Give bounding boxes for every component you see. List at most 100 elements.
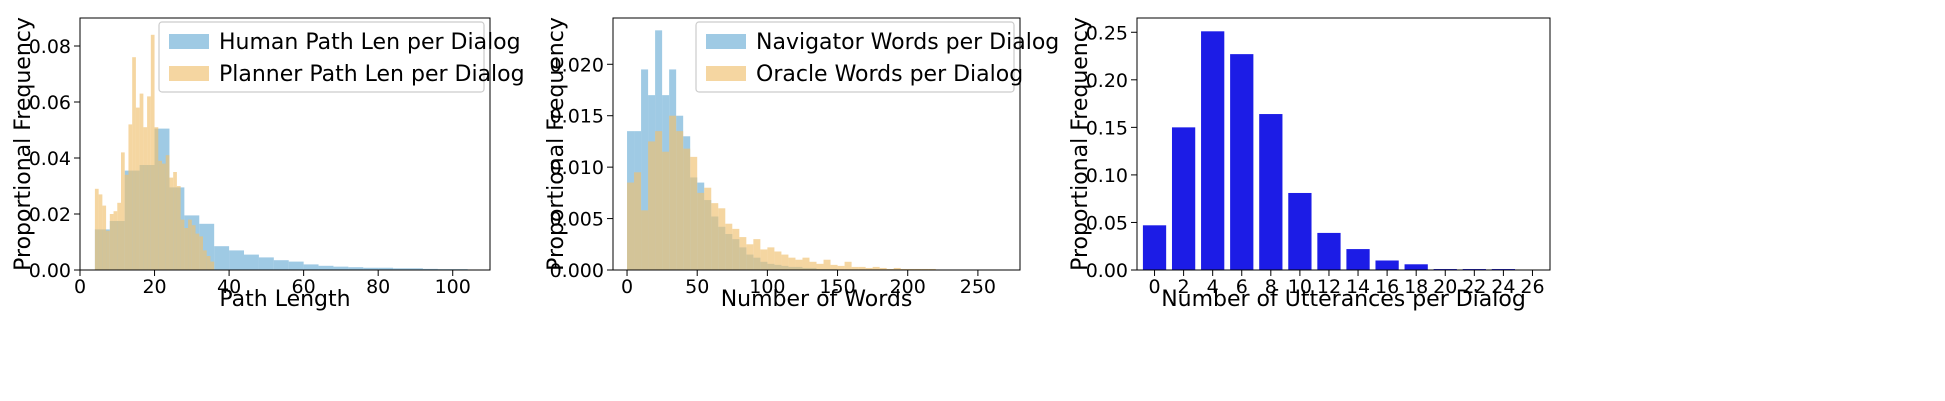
series-1 (627, 115, 936, 270)
histogram-bar (176, 186, 181, 270)
x-tick-label: 0 (621, 276, 633, 298)
bar (1404, 264, 1428, 270)
histogram-bar (128, 124, 133, 271)
legend-box (158, 21, 485, 93)
histogram-bar (94, 188, 99, 270)
histogram-bar (802, 257, 810, 270)
y-tick-label: 0.010 (550, 157, 604, 179)
histogram-bar (746, 244, 754, 270)
x-tick-label: 20 (1433, 276, 1457, 298)
histogram-bar (229, 250, 244, 270)
x-tick-label: 100 (435, 276, 471, 298)
chart-path-length: 0.00 0.02 0.04 0.06 0.08 0 20 40 60 80 100 Path Len… (11, 17, 525, 312)
chart-utterances-per-dialog: 0.000.050.100.150.200.250 2 4 6 8 10 12 14 16 18 2… (1068, 17, 1551, 312)
histogram-bar (886, 268, 894, 270)
bar (1201, 31, 1225, 271)
histogram-bar (704, 187, 712, 270)
histogram-bar (914, 268, 922, 270)
y-tick-label: 0.15 (1086, 117, 1128, 139)
legend-box (695, 21, 1015, 93)
histogram-bar (258, 257, 274, 270)
histogram-bar (147, 96, 151, 271)
histogram-bar (180, 219, 185, 270)
bar (1375, 260, 1399, 270)
y-tick-label: 0.04 (29, 148, 71, 170)
legend-swatch (169, 34, 209, 49)
histogram-bar (106, 230, 110, 270)
y-tick-label: 0.020 (550, 54, 604, 76)
x-tick-label: 250 (960, 276, 996, 298)
histogram-bar (879, 267, 887, 270)
legend-label: Oracle Words per Dialog (756, 62, 1023, 87)
histogram-bar (210, 261, 215, 270)
histogram-bar (823, 259, 831, 270)
legend-label: Planner Path Len per Dialog (219, 62, 525, 87)
histogram-bar (135, 107, 140, 270)
x-tick-label: 80 (366, 276, 390, 298)
histogram-bar (907, 268, 915, 270)
y-tick-label: 0.005 (550, 209, 604, 231)
y-tick-label: 0.05 (1086, 212, 1128, 234)
chart-number-of-words: 0.000 0.005 0.010 0.015 0.020 0 50 100 150 200 250… (544, 17, 1059, 312)
histogram-bar (662, 151, 670, 270)
histogram-bar (837, 265, 845, 270)
histogram-bar (893, 267, 901, 270)
histogram-bar (690, 156, 698, 270)
x-axis-label: Path Length (219, 287, 350, 312)
histogram-bar (98, 194, 103, 270)
histogram-bar (162, 163, 166, 270)
bar (1288, 192, 1312, 270)
x-tick-label: 0 (1148, 276, 1160, 298)
histogram-bar (641, 69, 649, 270)
legend: Navigator Words per Dialog Oracle Words p… (695, 21, 1059, 93)
histogram-bar (795, 259, 803, 270)
histogram-bar (273, 260, 289, 270)
plot-frame (1136, 17, 1551, 271)
histogram-bar (378, 267, 394, 270)
legend-swatch (706, 66, 746, 81)
histogram-bar (184, 228, 189, 270)
legend: Human Path Len per Dialog Planner Path Le… (158, 21, 525, 93)
y-axis-label: Proportional Frequency (11, 17, 36, 271)
histogram-bar (195, 233, 200, 270)
x-tick-label: 12 (1317, 276, 1341, 298)
histogram-bar (154, 127, 159, 270)
histogram-bar (206, 256, 211, 270)
histogram-bar (669, 115, 677, 270)
histogram-bar (158, 160, 162, 270)
x-tick-label: 2 (1178, 276, 1190, 298)
histogram-bar (760, 249, 768, 270)
histogram-bar (921, 268, 929, 270)
histogram-bar (641, 210, 649, 270)
histogram-bar (809, 261, 817, 270)
y-axis-label: Proportional Frequency (544, 17, 569, 271)
bar (1171, 127, 1196, 270)
x-tick-label: 18 (1404, 276, 1428, 298)
histogram-bar (117, 202, 121, 270)
histogram-bar (732, 228, 740, 270)
histogram-bar (655, 131, 663, 270)
histogram-bar (683, 148, 691, 270)
x-tick-label: 24 (1491, 276, 1515, 298)
x-tick-label: 40 (217, 276, 241, 298)
histogram-bar (393, 268, 408, 270)
histogram-bar (318, 265, 334, 270)
histogram-bar (676, 131, 684, 270)
histogram-bar (169, 177, 174, 270)
histogram-bar (830, 264, 838, 270)
x-tick-label: 150 (819, 276, 855, 298)
histogram-bar (173, 172, 177, 270)
x-tick-label: 8 (1265, 276, 1277, 298)
y-tick-label: 0.20 (1086, 70, 1128, 92)
histogram-bar (150, 34, 155, 270)
histogram-bar (872, 266, 880, 270)
x-tick-label: 20 (142, 276, 166, 298)
histogram-bar (767, 247, 775, 270)
x-tick-label: 60 (292, 276, 316, 298)
x-tick-label: 10 (1288, 276, 1312, 298)
histogram-bar (288, 261, 304, 270)
histogram-bar (774, 251, 782, 270)
x-tick-label: 16 (1375, 276, 1399, 298)
histogram-bar (109, 214, 114, 270)
